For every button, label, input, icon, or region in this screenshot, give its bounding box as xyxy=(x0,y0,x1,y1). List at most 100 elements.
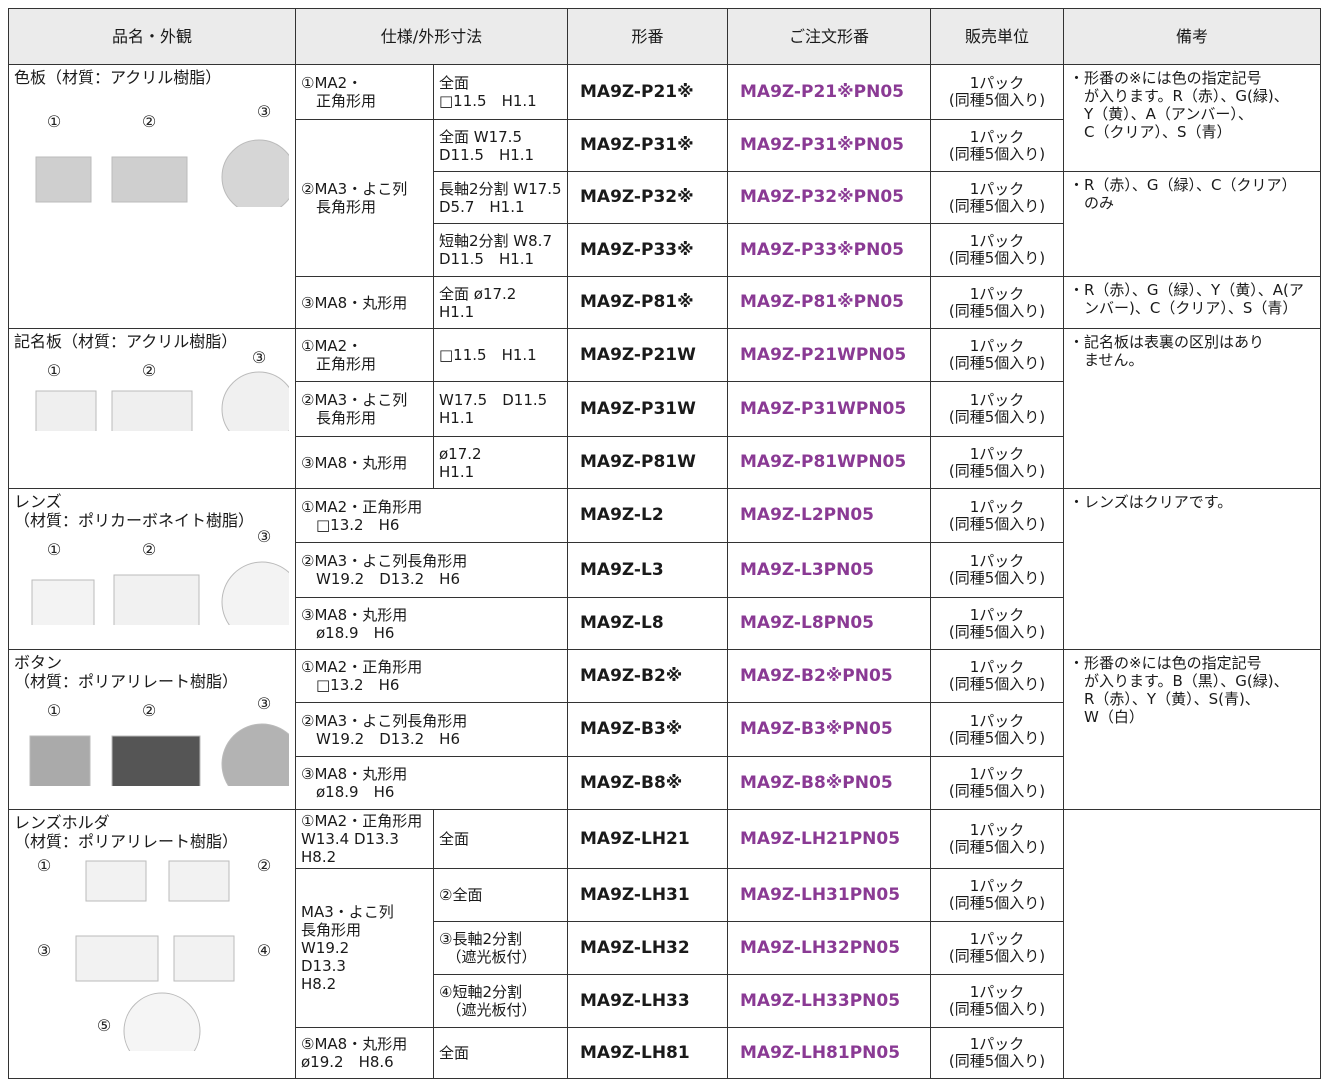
unit-cell: 1パック (同種5個入り) xyxy=(930,597,1064,650)
table-row: ②MA3・よこ列長角形用 W19.2 D13.2 H6 MA9Z-L3 MA9Z-L… xyxy=(9,542,1321,598)
table-row: ③MA8・丸形用 全面 ø17.2 H1.1 MA9Z-P81※ MA9Z-P81※P… xyxy=(9,276,1321,329)
note-cell: ・R（赤）、G（緑）、Y（黄）、A(ア ンバー)、C（クリア）、S（青） xyxy=(1063,276,1321,329)
spec-cell: MA3・よこ列 長角形用 W19.2 D13.3 H8.2 xyxy=(295,868,434,1028)
order-cell: MA9Z-P81WPN05 xyxy=(727,436,931,489)
part-marker: ② xyxy=(142,701,156,720)
spec-cell: ③MA8・丸形用 xyxy=(295,276,434,329)
model-cell: MA9Z-P21※ xyxy=(567,64,728,120)
header-cell: 仕様/外形寸法 xyxy=(295,8,568,65)
spec-cell: ②MA3・よこ列長角形用 W19.2 D13.2 H6 xyxy=(295,542,568,598)
parts-table: 品名・外観 仕様/外形寸法 形番 ご注文形番 販売単位 備考 色板（材質：アクリ… xyxy=(8,8,1321,1079)
model-cell: MA9Z-P31※ xyxy=(567,119,728,172)
model-cell: MA9Z-P81※ xyxy=(567,276,728,329)
order-cell: MA9Z-P33※PN05 xyxy=(727,223,931,277)
model-cell: MA9Z-L2 xyxy=(567,488,728,543)
part-shape xyxy=(123,992,201,1070)
part-shape xyxy=(111,156,188,203)
order-cell: MA9Z-P32※PN05 xyxy=(727,171,931,224)
unit-cell: 1パック (同種5個入り) xyxy=(930,328,1064,382)
spec-cell: □11.5 H1.1 xyxy=(433,328,568,382)
spec-cell: ②MA3・よこ列長角形用 W19.2 D13.2 H6 xyxy=(295,702,568,757)
order-cell: MA9Z-P31WPN05 xyxy=(727,381,931,437)
part-marker: ① xyxy=(47,701,61,720)
unit-cell: 1パック (同種5個入り) xyxy=(930,64,1064,120)
part-shape xyxy=(111,390,193,437)
model-cell: MA9Z-LH81 xyxy=(567,1027,728,1079)
part-marker: ② xyxy=(257,856,271,875)
header-cell: 品名・外観 xyxy=(8,8,296,65)
table-row: 短軸2分割 W8.7 D11.5 H1.1 MA9Z-P33※ MA9Z-P33※P… xyxy=(9,223,1321,277)
part-shape xyxy=(31,579,95,631)
table-row: 記名板（材質：アクリル樹脂） ① ② ③ ①MA2・ 正角形用 □11.5 H1.1 MA9… xyxy=(8,328,1321,489)
order-cell: MA9Z-P21※PN05 xyxy=(727,64,931,120)
unit-cell: 1パック (同種5個入り) xyxy=(930,649,1064,703)
spec-cell: ③MA8・丸形用 xyxy=(295,436,434,489)
item-name: ボタン （材質：ポリアリレート樹脂） xyxy=(14,653,239,691)
spec-cell: 全面 W17.5 D11.5 H1.1 xyxy=(433,119,568,172)
spec-cell: 全面 xyxy=(433,809,568,869)
part-marker: ② xyxy=(142,361,156,380)
item-cell: 記名板（材質：アクリル樹脂） ① ② ③ xyxy=(8,328,296,489)
part-shape xyxy=(173,935,235,982)
spec-cell: 全面 xyxy=(433,1027,568,1079)
order-cell: MA9Z-LH81PN05 xyxy=(727,1027,931,1079)
unit-cell: 1パック (同種5個入り) xyxy=(930,809,1064,869)
header-cell: 形番 xyxy=(567,8,728,65)
note-cell xyxy=(1063,809,1321,1079)
header-cell: 備考 xyxy=(1063,8,1321,65)
part-shape xyxy=(85,860,147,902)
item-illustration: ① ② ③ ④ ⑤ xyxy=(37,856,271,1070)
table-row: レンズ （材質：ポリカーボネイト樹脂） ① ② ③ ①MA2・正角形用 □13.2 H6… xyxy=(8,488,1321,650)
spec-cell: ④短軸2分割 （遮光板付） xyxy=(433,974,568,1028)
spec-cell: ⑤MA8・丸形用 ø19.2 H8.6 xyxy=(295,1027,434,1079)
part-shape xyxy=(75,935,159,982)
part-marker: ③ xyxy=(257,102,271,121)
part-marker: ① xyxy=(47,540,61,559)
order-cell: MA9Z-P31※PN05 xyxy=(727,119,931,172)
model-cell: MA9Z-B3※ xyxy=(567,702,728,757)
unit-cell: 1パック (同種5個入り) xyxy=(930,756,1064,810)
item-illustration: ① ② ③ xyxy=(35,102,295,215)
table-row: ②MA3・よこ列長角形用 W19.2 D13.2 H6 MA9Z-B3※ MA9Z-… xyxy=(9,702,1321,757)
spec-cell: 全面 ø17.2 H1.1 xyxy=(433,276,568,329)
order-cell: MA9Z-L2PN05 xyxy=(727,488,931,543)
model-cell: MA9Z-P31W xyxy=(567,381,728,437)
part-shape xyxy=(29,735,91,789)
unit-cell: 1パック (同種5個入り) xyxy=(930,171,1064,224)
table-row: ④短軸2分割 （遮光板付） MA9Z-LH33 MA9Z-LH33PN05 1パック … xyxy=(9,974,1321,1028)
spec-cell: 全面 □11.5 H1.1 xyxy=(433,64,568,120)
spec-cell: ②MA3・よこ列 長角形用 xyxy=(295,119,434,277)
table-row: 長軸2分割 W17.5 D5.7 H1.1 MA9Z-P32※ MA9Z-P32※P… xyxy=(9,171,1321,277)
unit-cell: 1パック (同種5個入り) xyxy=(930,974,1064,1028)
header-row: 品名・外観 仕様/外形寸法 形番 ご注文形番 販売単位 備考 xyxy=(8,8,1321,65)
part-shape xyxy=(221,723,295,805)
unit-cell: 1パック (同種5個入り) xyxy=(930,488,1064,543)
spec-cell: ②MA3・よこ列 長角形用 xyxy=(295,381,434,437)
unit-cell: 1パック (同種5個入り) xyxy=(930,276,1064,329)
part-marker: ③ xyxy=(37,941,51,960)
note-cell: ・形番の※には色の指定記号 が入ります。R（赤）、G(緑)、 Y（黄）、A（アン… xyxy=(1063,64,1321,172)
spec-cell: ①MA2・ 正角形用 xyxy=(295,64,434,120)
item-name: 記名板（材質：アクリル樹脂） xyxy=(14,332,238,351)
order-cell: MA9Z-B8※PN05 xyxy=(727,756,931,810)
unit-cell: 1パック (同種5個入り) xyxy=(930,921,1064,975)
part-shape xyxy=(35,390,97,437)
order-cell: MA9Z-L8PN05 xyxy=(727,597,931,650)
model-cell: MA9Z-LH31 xyxy=(567,868,728,922)
table-row: ボタン （材質：ポリアリレート樹脂） ① ② ③ ①MA2・正角形用 □13.2 H6 M… xyxy=(8,649,1321,810)
model-cell: MA9Z-P32※ xyxy=(567,171,728,224)
part-shape xyxy=(111,735,201,789)
note-cell: ・R（赤）、G（緑）、C（クリア） のみ xyxy=(1063,171,1321,277)
unit-cell: 1パック (同種5個入り) xyxy=(930,381,1064,437)
item-cell: レンズ （材質：ポリカーボネイト樹脂） ① ② ③ xyxy=(8,488,296,650)
model-cell: MA9Z-P81W xyxy=(567,436,728,489)
spec-cell: ③MA8・丸形用 ø18.9 H6 xyxy=(295,597,568,650)
part-marker: ① xyxy=(47,361,61,380)
model-cell: MA9Z-B2※ xyxy=(567,649,728,703)
model-cell: MA9Z-B8※ xyxy=(567,756,728,810)
item-name: 色板（材質：アクリル樹脂） xyxy=(14,68,222,87)
table-row: ③長軸2分割 （遮光板付） MA9Z-LH32 MA9Z-LH32PN05 1パック … xyxy=(9,921,1321,975)
item-cell: レンズホルダ （材質：ポリアリレート樹脂） ① ② ③ ④ ⑤ xyxy=(8,809,296,1079)
table-row: 色板（材質：アクリル樹脂） ① ② ③ ①MA2・ 正角形用 全面 □11.5 H1.1 M… xyxy=(8,64,1321,329)
model-cell: MA9Z-P33※ xyxy=(567,223,728,277)
